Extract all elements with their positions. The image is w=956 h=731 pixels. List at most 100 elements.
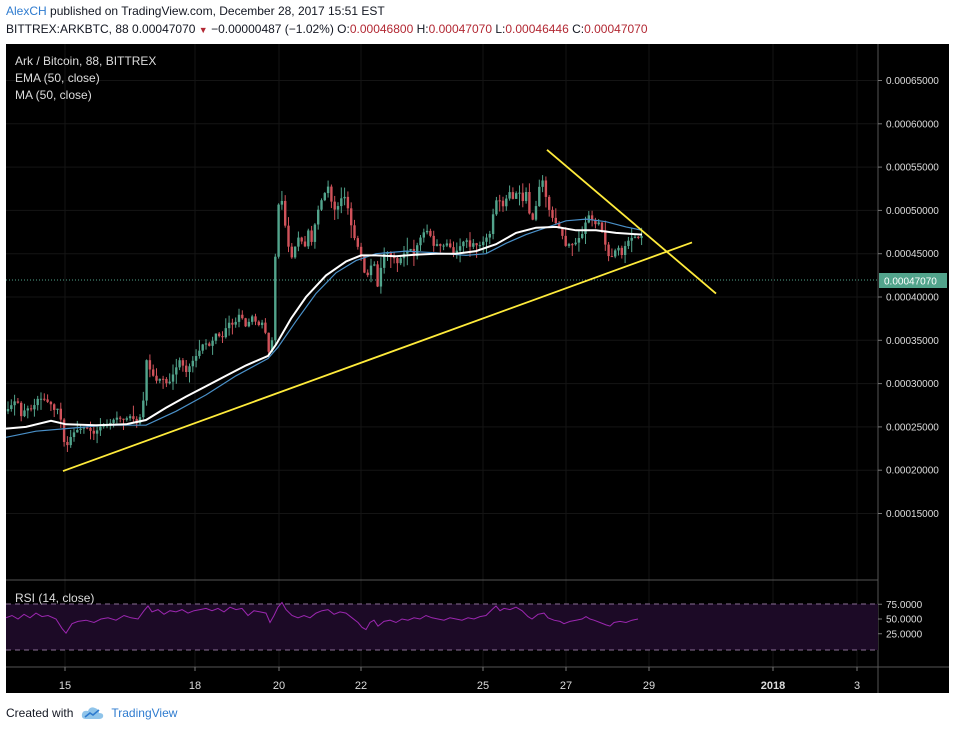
ma-line bbox=[5, 218, 643, 438]
candle-body bbox=[340, 198, 343, 207]
candle-body bbox=[564, 235, 567, 246]
candle-body bbox=[317, 209, 320, 225]
candle-body bbox=[231, 322, 234, 325]
tradingview-brand[interactable]: TradingView bbox=[111, 706, 178, 720]
candle-body bbox=[600, 222, 604, 231]
candle-body bbox=[290, 246, 293, 258]
candle-body bbox=[82, 427, 86, 429]
grid bbox=[6, 36, 878, 667]
candle-body bbox=[458, 246, 462, 251]
candle-body bbox=[20, 402, 23, 417]
candle-body bbox=[557, 223, 561, 229]
candle-body bbox=[277, 204, 280, 257]
candle-body bbox=[455, 250, 458, 253]
candle-body bbox=[412, 248, 416, 257]
candle-body bbox=[452, 247, 455, 253]
candle-body bbox=[511, 192, 515, 199]
candle-body bbox=[369, 265, 373, 276]
rsi-legend[interactable]: RSI (14, close) bbox=[15, 591, 94, 605]
candle-body bbox=[264, 322, 267, 333]
candle-body bbox=[617, 247, 620, 251]
price-tick-label: 0.00050000 bbox=[886, 206, 939, 217]
candle-body bbox=[425, 230, 429, 233]
ema-legend[interactable]: EMA (50, close) bbox=[15, 71, 100, 85]
chart-container[interactable]: 0.00015000 0.00020000 0.00025000 0.00030000… bbox=[5, 33, 949, 693]
candle-body bbox=[323, 193, 326, 201]
candle-body bbox=[257, 321, 260, 326]
candle-body bbox=[419, 237, 422, 246]
publish-info: AlexCH published on TradingView.com, Dec… bbox=[6, 4, 385, 18]
candle-body bbox=[313, 224, 317, 242]
price-tick-label: 0.00060000 bbox=[886, 119, 939, 130]
candle-body bbox=[442, 245, 445, 247]
candle-body bbox=[422, 232, 425, 238]
candle-body bbox=[251, 316, 254, 322]
candle-body bbox=[567, 244, 571, 246]
candle-body bbox=[218, 333, 221, 337]
candle-body bbox=[69, 437, 72, 446]
candle-body bbox=[247, 321, 251, 327]
candle-body bbox=[465, 240, 468, 242]
candle-body bbox=[406, 250, 409, 254]
candle-body bbox=[224, 328, 227, 338]
time-tick-label: 25 bbox=[477, 680, 489, 692]
candle-body bbox=[119, 417, 122, 419]
candle-body bbox=[112, 419, 115, 423]
down-arrow-icon: ▼ bbox=[198, 25, 208, 35]
price-tick-label: 0.00020000 bbox=[886, 466, 939, 477]
candle-body bbox=[554, 217, 557, 224]
candle-body bbox=[498, 200, 501, 202]
candle-body bbox=[373, 264, 376, 266]
last-price-label: 0.00047070 bbox=[884, 277, 937, 288]
candle-body bbox=[10, 405, 13, 410]
candle-body bbox=[165, 378, 168, 384]
candle-body bbox=[640, 236, 643, 238]
time-tick-label: 29 bbox=[643, 680, 655, 692]
trendlines bbox=[62, 149, 717, 472]
candle-body bbox=[505, 198, 508, 207]
tradingview-logo[interactable]: TradingView bbox=[81, 706, 177, 720]
candle-body bbox=[627, 240, 630, 247]
candle-body bbox=[198, 350, 201, 357]
ema-line bbox=[5, 225, 643, 430]
ascending-support-trendline[interactable] bbox=[62, 241, 693, 472]
candle-body bbox=[16, 401, 20, 403]
candle-body bbox=[607, 244, 610, 257]
candle-body bbox=[33, 405, 36, 410]
descending-resistance-trendline[interactable] bbox=[546, 149, 717, 295]
high-label: H: bbox=[416, 22, 429, 36]
candle-body bbox=[597, 222, 600, 225]
candle-body bbox=[56, 408, 59, 410]
price-tick-label: 0.00030000 bbox=[886, 379, 939, 390]
candle-body bbox=[267, 332, 270, 352]
candle-body bbox=[115, 417, 119, 420]
candle-body bbox=[132, 416, 135, 419]
price-chart[interactable]: 0.00015000 0.00020000 0.00025000 0.00030000… bbox=[5, 33, 949, 693]
candle-body bbox=[152, 369, 155, 376]
low-value: 0.00046446 bbox=[505, 22, 569, 36]
candle-body bbox=[128, 416, 132, 419]
candle-body bbox=[79, 428, 82, 431]
candle-body bbox=[92, 430, 95, 434]
price-tick-label: 0.00015000 bbox=[886, 509, 939, 520]
candle-body bbox=[614, 250, 617, 257]
candle-body bbox=[462, 241, 465, 247]
candle-body bbox=[521, 192, 524, 202]
candle-body bbox=[620, 247, 623, 255]
candle-body bbox=[488, 233, 491, 238]
candle-body bbox=[62, 419, 66, 442]
candle-body bbox=[23, 410, 26, 417]
author-link[interactable]: AlexCH bbox=[6, 4, 47, 18]
candle-body bbox=[485, 237, 488, 242]
candle-body bbox=[46, 399, 49, 402]
candle-body bbox=[307, 230, 310, 247]
candle-body bbox=[581, 233, 584, 239]
candle-body bbox=[270, 340, 274, 352]
candle-body bbox=[630, 237, 633, 241]
candle-body bbox=[475, 243, 478, 246]
ma-legend[interactable]: MA (50, close) bbox=[15, 88, 92, 102]
candle-body bbox=[300, 237, 303, 242]
price-change: −0.00000487 (−1.02%) bbox=[211, 22, 334, 36]
candle-body bbox=[515, 193, 518, 199]
candle-body bbox=[39, 398, 43, 400]
